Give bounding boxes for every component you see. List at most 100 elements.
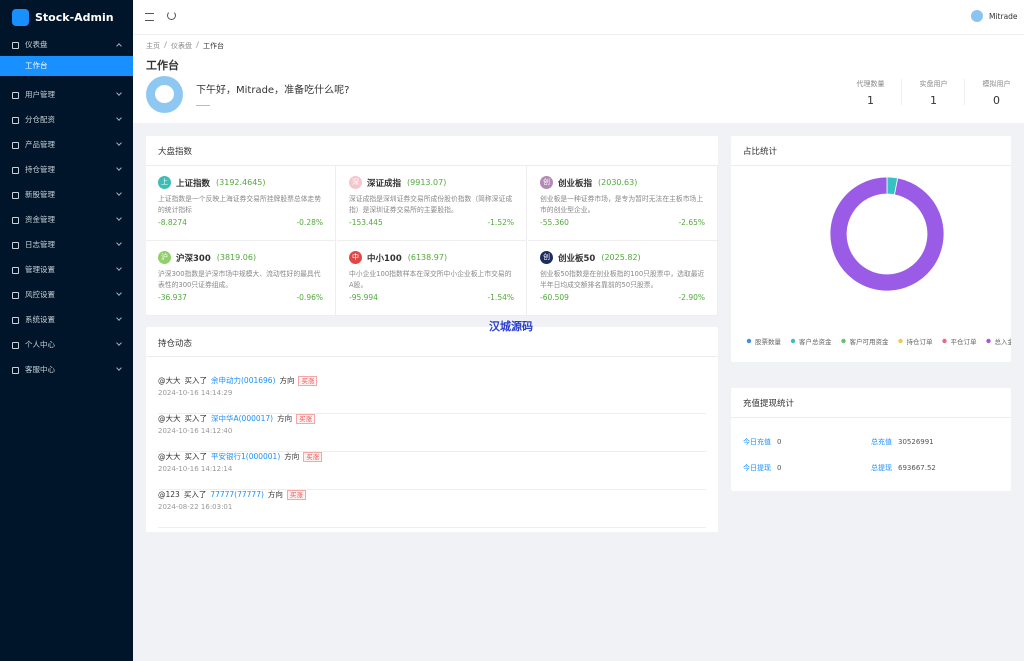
logo-text: Stock-Admin [35,11,114,24]
index-desc: 创业板是一种证券市场，是专为暂时无法在主板市场上市的创业型企业。 [540,195,704,214]
menu-label[interactable]: 仪表盘 [25,40,48,49]
menu-item[interactable]: 风控设置 [0,284,133,306]
menu-item[interactable]: 产品管理 [0,134,133,156]
submenu-item[interactable]: 工作台 [0,56,133,76]
menu-label[interactable]: 系统设置 [25,315,55,324]
separator [163,41,168,48]
divider [901,79,902,105]
stat-label: 代理数量 [856,80,885,88]
index-desc: 深证成指是深圳证券交易所成份股价指数（简称深证成指）是深圳证券交易所的主要股指。 [349,195,513,214]
menu-item[interactable]: 客服中心 [0,359,133,381]
index-name: 创业板指 [558,179,593,189]
menu-label[interactable]: 客服中心 [25,365,55,374]
index-price: (3192.4645) [216,178,266,187]
page-title: 工作台 [146,59,179,72]
index-pct: -1.54% [487,293,514,302]
menu-label[interactable]: 持仓管理 [25,165,55,174]
position-item: @123 买入了 77777(77777) 方向 买涨 2024-08-22 16:03:… [158,489,706,528]
legend-label: 客户总资金 [799,337,832,346]
tag: 买涨 [286,490,306,500]
menu-item[interactable]: 分仓配资 [0,109,133,131]
position-time: 2024-10-16 14:12:40 [158,427,233,435]
menu-label[interactable]: 产品管理 [25,140,55,149]
menu-label[interactable]: 用户管理 [25,90,55,99]
menu-item[interactable]: 用户管理 [0,84,133,106]
menu-item[interactable]: 持仓管理 [0,159,133,181]
tag: 买涨 [303,452,323,462]
legend-swatch [790,338,796,344]
menu-item[interactable]: 管理设置 [0,259,133,281]
stat-label: 模拟用户 [982,80,1011,88]
pie-chart: 股票数量 客户总资金 客户可用资金 持仓订单 平仓订单 总入金 [746,176,1011,346]
index-name: 创业板50 [558,254,596,264]
chevron [116,290,122,296]
chevron [116,90,122,96]
position-line: @大大 买入了 深中华A(000017) 方向 买涨 [158,413,316,424]
breadcrumb-item[interactable]: 主页 [146,42,160,50]
positions-card: 持仓动态 @大大 买入了 余申动力(001696) 方向 买涨 2024-10-16 14… [146,327,718,532]
stock[interactable]: 深中华A(000017) [211,414,274,423]
menu-label[interactable]: 工作台 [25,61,48,70]
index-desc: 中小企业100指数样本在深交所中小企业板上市交易的A股。 [349,270,512,289]
menu-label[interactable]: 个人中心 [25,340,55,349]
menu-label[interactable]: 风控设置 [25,290,55,299]
menu-icon [12,42,19,49]
header: Mitrade [133,0,1024,35]
legend-swatch [986,338,991,344]
index-cell: 深深证成指 (9913.07) 深证成指是深圳证券交易所成份股价指数（简称深证成指）… [337,166,527,241]
stat-value: 1 [930,94,937,107]
menu-label[interactable]: 日志管理 [25,240,55,249]
refresh[interactable] [167,11,176,20]
menu-item[interactable]: 日志管理 [0,234,133,256]
avatar-face [155,85,174,103]
card-title: 充值提现统计 [743,399,795,409]
legend-swatch [841,338,846,344]
menu-item[interactable]: 个人中心 [0,334,133,356]
stat-label: 实盘用户 [919,80,948,88]
divider [146,356,718,357]
menu-label[interactable]: 分仓配资 [25,115,55,124]
menu-item[interactable]: 系统设置 [0,309,133,331]
index-pct: -2.90% [678,293,705,302]
index-desc: 上证指数是一个反映上海证券交易所挂牌股票总体走势的统计指标 [158,195,322,214]
index-change: -95.994 [349,293,378,302]
index-cell: 沪沪深300 (3819.06) 沪深300指数是沪深市场中规模大、流动性好的最具代… [146,241,336,316]
recharge-label: 今日充值 [743,438,771,446]
menu-item[interactable]: 资金管理 [0,209,133,231]
menu-icon [12,317,19,324]
menu-item[interactable]: 仪表盘 [0,34,133,56]
legend-swatch [898,338,903,344]
index-cell: 创创业板指 (2030.63) 创业板是一种证券市场，是专为暂时无法在主板市场上市的… [528,166,718,241]
position-line: @大大 买入了 余申动力(001696) 方向 买涨 [158,375,318,386]
index-change: -153.445 [349,218,383,227]
stock[interactable]: 平安银行1(000001) [211,452,281,461]
menu-item[interactable]: 新股管理 [0,184,133,206]
menu-toggle[interactable] [145,13,154,21]
user-avatar[interactable] [971,10,983,22]
index-desc: 创业板50指数是在创业板指的100只股票中，选取最近半年日均成交额排名靠前的50… [540,270,705,289]
menu-icon [12,167,19,174]
stock[interactable]: 余申动力(001696) [211,376,276,385]
tag: 买涨 [296,414,316,424]
menu-icon [12,342,19,349]
action: 买入了 [183,490,207,499]
direction: 方向 [267,490,283,499]
legend-label: 股票数量 [755,337,782,346]
position-line: @大大 买入了 平安银行1(000001) 方向 买涨 [158,451,323,462]
stock[interactable]: 77777(77777) [210,490,264,499]
position-time: 2024-08-22 16:03:01 [158,503,233,511]
menu-label[interactable]: 管理设置 [25,265,55,274]
card-title: 持仓动态 [158,339,193,349]
breadcrumb-item[interactable]: 仪表盘 [171,42,192,50]
action: 买入了 [184,414,208,423]
user-name[interactable]: Mitrade [989,12,1018,21]
breadcrumb-item: 工作台 [203,42,224,50]
menu-label[interactable]: 资金管理 [25,215,55,224]
position-time: 2024-10-16 14:12:14 [158,465,233,473]
user: @大大 [158,452,181,461]
menu-label[interactable]: 新股管理 [25,190,55,199]
recharge-item: 总提现 693667.52 [871,463,936,473]
legend-swatch [942,338,947,344]
index-change: -60.509 [540,293,569,302]
divider [964,79,965,105]
